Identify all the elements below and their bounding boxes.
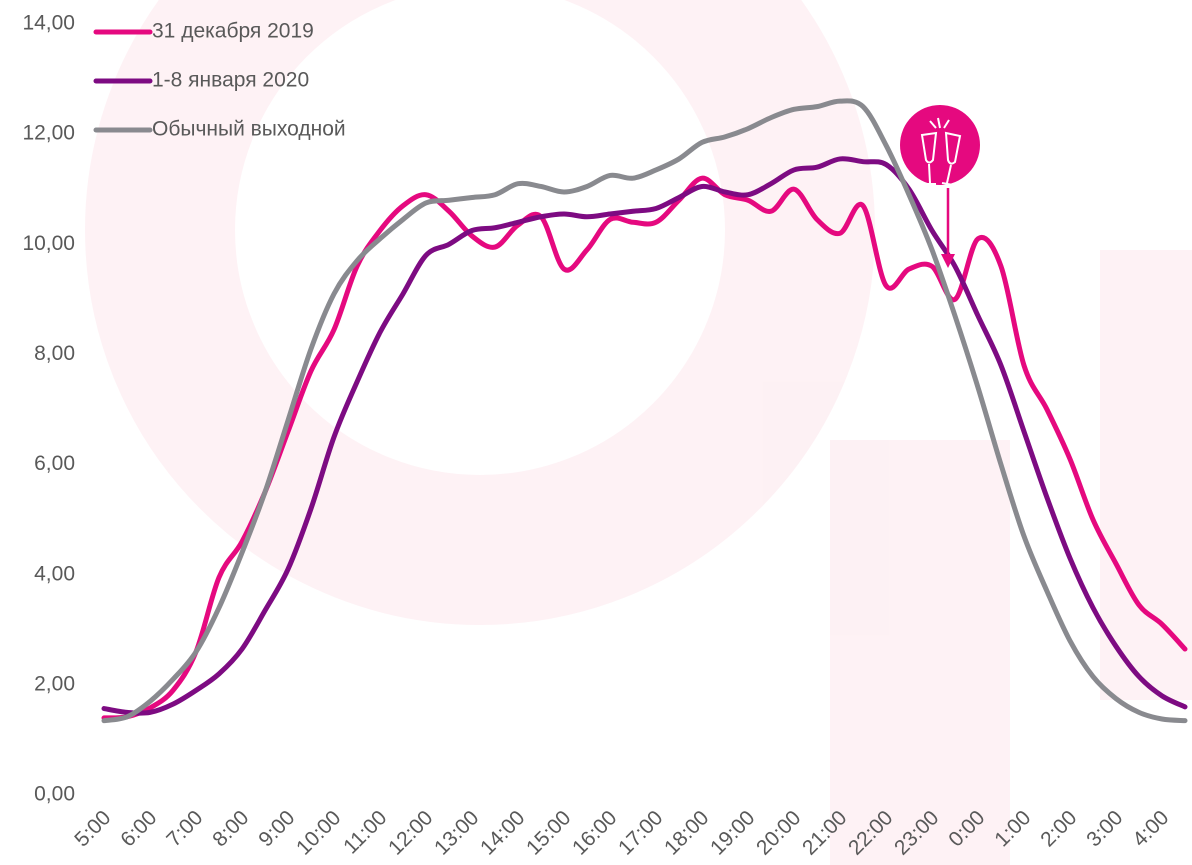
- decor-shape: [1100, 250, 1192, 700]
- y-tick-label: 14,00: [22, 12, 75, 35]
- legend-label: 31 декабря 2019: [152, 20, 314, 43]
- legend-label: Обычный выходной: [152, 118, 346, 141]
- x-tick-label: 13:00: [430, 806, 483, 859]
- x-tick-label: 18:00: [660, 806, 713, 859]
- background-decor: [85, 0, 1192, 865]
- x-tick-label: 16:00: [568, 806, 621, 859]
- y-tick-label: 8,00: [34, 342, 75, 365]
- glass-right: [941, 131, 962, 186]
- y-tick-label: 12,00: [22, 122, 75, 145]
- x-tick-label: 10:00: [292, 806, 345, 859]
- x-tick-label: 12:00: [384, 806, 437, 859]
- series-line: [101, 156, 1188, 716]
- y-tick-label: 2,00: [34, 672, 75, 695]
- champagne-icon: [900, 105, 980, 268]
- icon-circle: [900, 105, 980, 185]
- series-line: [101, 98, 1188, 724]
- sparkle: [929, 117, 950, 129]
- y-tick-label: 6,00: [34, 452, 75, 475]
- x-tick-label: 8:00: [208, 806, 253, 851]
- x-tick-label: 20:00: [752, 806, 805, 859]
- y-tick-label: 0,00: [34, 783, 75, 806]
- x-tick-label: 7:00: [162, 806, 207, 851]
- x-tick-label: 5:00: [70, 806, 115, 851]
- x-tick-label: 6:00: [116, 806, 161, 851]
- y-tick-label: 4,00: [34, 562, 75, 585]
- decor-ring: [85, 0, 875, 625]
- x-tick-label: 11:00: [339, 806, 391, 858]
- x-tick-label: 17:00: [614, 806, 667, 859]
- legend-label: 1-8 января 2020: [152, 69, 309, 92]
- x-tick-label: 19:00: [706, 806, 759, 859]
- decor-bar: [830, 440, 1010, 865]
- x-tick-label: 3:00: [1082, 806, 1127, 851]
- x-tick-label: 2:00: [1036, 806, 1081, 851]
- arrow-head: [941, 254, 955, 268]
- x-tick-label: 15:00: [522, 806, 575, 859]
- series-line: [101, 175, 1188, 721]
- x-tick-label: 14:00: [476, 806, 529, 859]
- x-tick-label: 4:00: [1128, 806, 1173, 851]
- y-tick-label: 10,00: [22, 232, 75, 255]
- glass-left: [920, 131, 938, 185]
